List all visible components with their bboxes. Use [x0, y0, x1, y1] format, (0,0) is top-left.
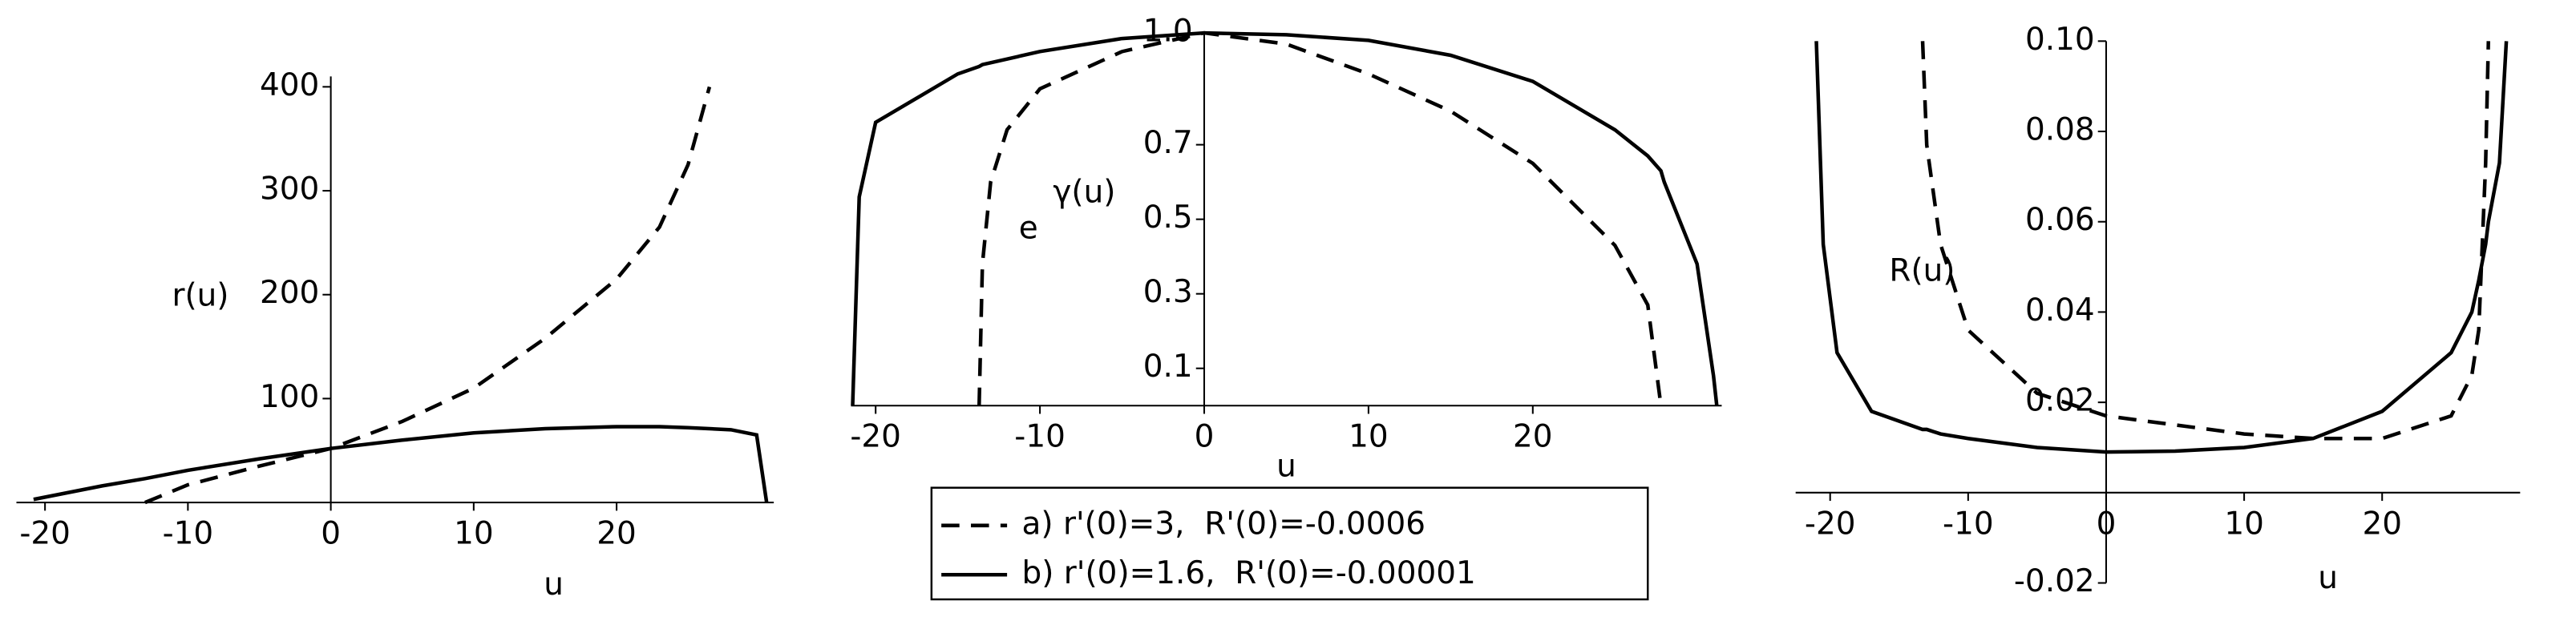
y-tick-label: 200 — [260, 275, 319, 311]
curve — [851, 30, 1719, 406]
curve — [1920, 41, 2490, 441]
x-tick-label: 20 — [596, 516, 637, 552]
y-tick-label: 0.1 — [1143, 349, 1193, 385]
legend-label: a) r'(0)=3, R'(0)=-0.0006 — [1022, 506, 1425, 542]
y-tick-label: 0.10 — [2025, 22, 2095, 58]
y-tick-label: 0.7 — [1143, 125, 1193, 161]
y-tick-label: 0.08 — [2025, 112, 2095, 148]
curve — [1814, 41, 2509, 454]
x-axis-label: u — [2318, 560, 2338, 596]
x-tick-label: 10 — [454, 516, 494, 552]
x-axis-label: u — [544, 567, 564, 603]
x-tick-label: 0 — [321, 516, 341, 552]
x-axis-label: u — [1276, 449, 1296, 485]
y-tick-label: 300 — [260, 171, 319, 208]
x-tick-label: 20 — [2362, 506, 2402, 542]
y-tick-label: 0.06 — [2025, 202, 2095, 238]
x-tick-label: -10 — [1014, 419, 1066, 455]
y-tick-label: 0.04 — [2025, 292, 2095, 329]
x-tick-label: -20 — [1805, 506, 1856, 542]
y-tick-label: 0.5 — [1143, 200, 1193, 236]
legend-box — [930, 486, 1649, 601]
x-tick-label: -20 — [850, 419, 901, 455]
x-tick-label: -10 — [163, 516, 214, 552]
y-tick-label: 0.3 — [1143, 274, 1193, 310]
x-tick-label: -10 — [1943, 506, 1994, 542]
x-tick-label: 0 — [2097, 506, 2117, 542]
x-tick-label: 10 — [1349, 419, 1389, 455]
curve — [33, 425, 769, 503]
y-axis-label-exponent: γ(u) — [1053, 174, 1115, 210]
y-axis-label: r(u) — [172, 277, 228, 313]
y-axis-label-base: e — [1019, 210, 1038, 246]
y-tick-label: 0.02 — [2025, 383, 2095, 419]
curve — [144, 86, 712, 505]
legend-label: b) r'(0)=1.6, R'(0)=-0.00001 — [1022, 555, 1476, 591]
x-tick-label: -20 — [19, 516, 71, 552]
curve — [977, 30, 1663, 406]
y-tick-label: 100 — [260, 379, 319, 415]
x-tick-label: 10 — [2224, 506, 2264, 542]
y-axis-label: R(u) — [1889, 253, 1955, 289]
x-tick-label: 20 — [1513, 419, 1553, 455]
x-tick-label: 0 — [1195, 419, 1215, 455]
y-tick-label: -0.02 — [2014, 563, 2095, 599]
y-tick-label: 400 — [260, 67, 319, 103]
